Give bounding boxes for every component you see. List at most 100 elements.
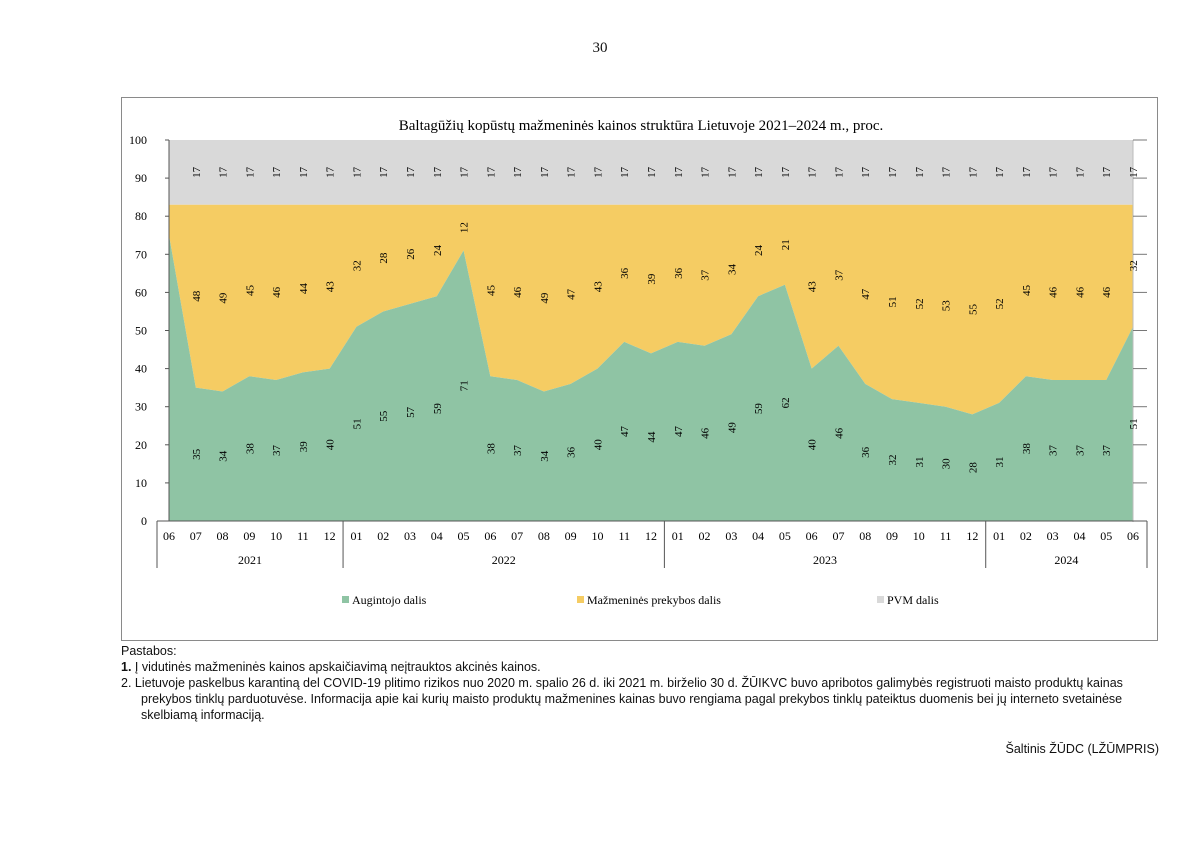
y-tick-label: 30 [135,400,147,414]
legend-swatch [877,596,884,603]
year-label: 2023 [813,553,837,567]
retail-data-label: 49 [218,292,230,304]
retail-data-label: 55 [967,304,979,316]
vat-data-label: 17 [298,166,310,178]
x-tick-label: 05 [1100,529,1112,543]
vat-data-label: 17 [833,166,845,178]
vat-data-label: 17 [1074,166,1086,178]
grower-data-label: 32 [887,455,899,466]
y-tick-label: 70 [135,247,147,261]
retail-data-label: 52 [914,298,926,309]
vat-data-label: 17 [753,166,765,178]
grower-data-label: 37 [512,445,524,457]
retail-data-label: 51 [887,296,899,307]
retail-data-label: 39 [646,273,658,285]
grower-data-label: 36 [860,446,872,458]
vat-data-label: 17 [1128,166,1140,178]
grower-data-label: 37 [271,445,283,457]
retail-data-label: 43 [325,281,337,293]
retail-data-label: 43 [807,281,819,293]
grower-data-label: 34 [218,450,230,462]
vat-data-label: 17 [673,166,685,178]
vat-data-label: 17 [459,166,471,178]
vat-data-label: 17 [405,166,417,178]
retail-data-label: 45 [485,284,497,296]
vat-data-label: 17 [967,166,979,178]
x-tick-label: 10 [270,529,282,543]
x-tick-label: 01 [350,529,362,543]
retail-data-label: 12 [459,222,471,233]
x-tick-label: 07 [511,529,523,543]
y-tick-label: 40 [135,362,147,376]
x-tick-label: 06 [806,529,818,543]
vat-data-label: 17 [914,166,926,178]
vat-data-label: 17 [860,166,872,178]
vat-data-label: 17 [807,166,819,178]
note-1-number: 1. [121,660,132,674]
x-tick-label: 11 [618,529,630,543]
grower-data-label: 37 [1048,445,1060,457]
page-number: 30 [592,40,608,56]
y-tick-label: 10 [135,476,147,490]
x-tick-label: 12 [966,529,978,543]
x-tick-label: 02 [699,529,711,543]
vat-data-label: 17 [700,166,712,178]
x-tick-label: 05 [779,529,791,543]
grower-data-label: 37 [1101,445,1113,457]
retail-data-label: 47 [860,288,872,300]
retail-data-label: 36 [619,267,631,279]
x-tick-label: 11 [297,529,309,543]
vat-data-label: 17 [244,166,256,178]
grower-data-label: 38 [244,443,256,455]
grower-data-label: 47 [673,425,685,437]
x-tick-label: 09 [565,529,577,543]
y-tick-label: 50 [135,324,147,338]
retail-data-label: 53 [941,300,953,312]
x-tick-label: 01 [993,529,1005,543]
vat-data-label: 17 [191,166,203,178]
vat-data-label: 17 [378,166,390,178]
retail-data-label: 52 [994,298,1006,309]
x-tick-label: 12 [324,529,336,543]
x-tick-label: 05 [458,529,470,543]
retail-data-label: 46 [512,286,524,298]
retail-data-label: 49 [539,292,551,304]
note-1: 1. Į vidutinės mažmeninės kainos apskaič… [121,659,1166,675]
grower-data-label: 39 [298,441,310,453]
grower-data-label: 36 [566,446,578,458]
notes-title: Pastabos: [121,644,177,658]
grower-data-label: 40 [592,439,604,451]
legend-label: Augintojo dalis [352,593,427,607]
retail-data-label: 32 [1128,260,1140,271]
grower-data-label: 40 [325,439,337,451]
retail-data-label: 45 [244,284,256,296]
x-tick-label: 06 [484,529,496,543]
retail-data-label: 48 [191,290,203,302]
x-tick-label: 01 [672,529,684,543]
retail-data-label: 34 [726,264,738,276]
retail-data-label: 46 [1101,286,1113,298]
grower-data-label: 49 [726,422,738,434]
y-tick-label: 100 [129,133,147,147]
retail-data-label: 44 [298,283,310,295]
x-tick-label: 02 [1020,529,1032,543]
vat-data-label: 17 [566,166,578,178]
x-tick-label: 10 [913,529,925,543]
vat-data-label: 17 [1101,166,1113,178]
grower-data-label: 38 [1021,443,1033,455]
x-tick-label: 06 [1127,529,1139,543]
retail-data-label: 46 [1048,286,1060,298]
retail-data-label: 47 [566,288,578,300]
grower-data-label: 57 [405,406,417,418]
retail-data-label: 37 [833,269,845,281]
x-tick-label: 10 [591,529,603,543]
note-1-text: Į vidutinės mažmeninės kainos apskaičiav… [131,660,541,674]
x-tick-label: 12 [645,529,657,543]
grower-data-label: 59 [753,403,765,415]
retail-data-label: 46 [1074,286,1086,298]
legend-swatch [577,596,584,603]
chart-frame: Baltagūžių kopūstų mažmeninės kainos str… [121,97,1158,641]
vat-data-label: 17 [325,166,337,178]
legend-label: Mažmeninės prekybos dalis [587,593,721,607]
grower-share-area [169,235,1133,521]
